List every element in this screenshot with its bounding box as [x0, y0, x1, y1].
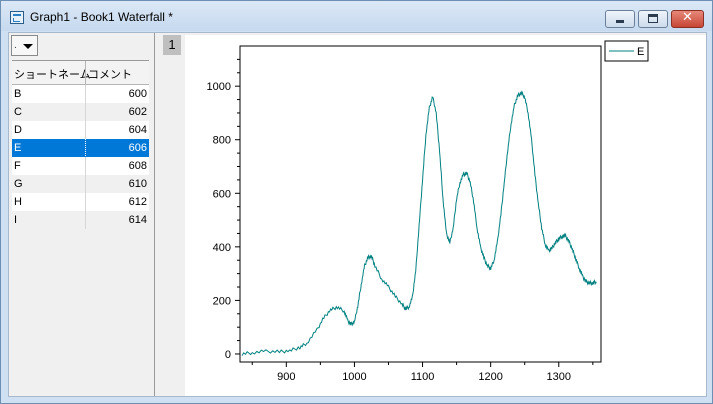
- comment-cell[interactable]: 614: [128, 214, 147, 226]
- chevron-down-icon: [23, 44, 33, 49]
- graph-canvas[interactable]: 0 200 400 600 800 1000 900 1000 1100 1200 1300 E: [185, 35, 706, 396]
- y-tick-label: 200: [213, 295, 231, 307]
- table-row[interactable]: H 612: [12, 193, 149, 211]
- y-tick-label: 1000: [207, 81, 231, 93]
- graph-page: 0 200 400 600 800 1000 900 1000 1100 1200 1300 E: [165, 33, 706, 396]
- comment-cell[interactable]: 612: [128, 196, 147, 208]
- y-tick-label: 800: [213, 135, 231, 147]
- cell-divider: [85, 157, 86, 175]
- table-header: ショートネーム コメント: [12, 61, 149, 85]
- short-name-cell[interactable]: H: [14, 196, 22, 208]
- series-line-e[interactable]: [241, 90, 597, 356]
- close-icon: ✕: [682, 10, 693, 25]
- column-divider[interactable]: [85, 61, 86, 84]
- short-name-cell[interactable]: E: [14, 142, 22, 154]
- panel-dropdown[interactable]: .: [11, 35, 38, 56]
- table-row[interactable]: B 600: [12, 85, 149, 103]
- window-client-area: . ショートネーム コメント B 600 C 602 D 604 E 606 F 608 G 610 H…: [8, 32, 707, 397]
- comment-cell[interactable]: 600: [128, 88, 147, 100]
- minimize-button[interactable]: [605, 10, 635, 28]
- table-body: B 600 C 602 D 604 E 606 F 608 G 610 H 612 I 614: [12, 85, 149, 229]
- cell-divider: [85, 103, 86, 121]
- cell-divider: [85, 193, 86, 211]
- dropdown-value: .: [14, 40, 17, 51]
- plot-list-table: ショートネーム コメント B 600 C 602 D 604 E 606 F 608 G 610 H 61…: [12, 60, 149, 229]
- plot-list-panel: . ショートネーム コメント B 600 C 602 D 604 E 606 F 608 G 610 H…: [9, 33, 155, 396]
- close-button[interactable]: ✕: [671, 10, 704, 28]
- table-row[interactable]: C 602: [12, 103, 149, 121]
- x-tick-label: 1300: [547, 371, 571, 383]
- short-name-cell[interactable]: G: [14, 178, 23, 190]
- table-row[interactable]: E 606: [12, 139, 149, 157]
- maximize-icon: [648, 14, 658, 23]
- table-row[interactable]: D 604: [12, 121, 149, 139]
- cell-divider: [85, 139, 86, 157]
- x-tick-label: 900: [277, 371, 295, 383]
- table-row[interactable]: F 608: [12, 157, 149, 175]
- column-header-short-name[interactable]: ショートネーム: [14, 69, 91, 81]
- cell-divider: [85, 85, 86, 103]
- comment-cell[interactable]: 610: [128, 178, 147, 190]
- graph-window-icon[interactable]: [10, 11, 24, 24]
- column-header-comment[interactable]: コメント: [88, 69, 132, 81]
- short-name-cell[interactable]: F: [14, 160, 21, 172]
- short-name-cell[interactable]: C: [14, 106, 22, 118]
- maximize-button[interactable]: [638, 10, 668, 28]
- page-tab[interactable]: 1: [163, 35, 181, 55]
- comment-cell[interactable]: 602: [128, 106, 147, 118]
- comment-cell[interactable]: 608: [128, 160, 147, 172]
- minimize-icon: [616, 20, 624, 23]
- comment-cell[interactable]: 606: [128, 142, 147, 154]
- legend-label: E: [637, 46, 644, 58]
- x-tick-label: 1000: [342, 371, 366, 383]
- short-name-cell[interactable]: I: [14, 214, 18, 226]
- y-tick-label: 0: [225, 349, 231, 361]
- table-row[interactable]: G 610: [12, 175, 149, 193]
- short-name-cell[interactable]: B: [14, 88, 22, 100]
- window-title: Graph1 - Book1 Waterfall *: [30, 10, 173, 24]
- comment-cell[interactable]: 604: [128, 124, 147, 136]
- y-tick-label: 400: [213, 242, 231, 254]
- cell-divider: [85, 211, 86, 229]
- table-row[interactable]: I 614: [12, 211, 149, 229]
- short-name-cell[interactable]: D: [14, 124, 22, 136]
- cell-divider: [85, 175, 86, 193]
- title-bar[interactable]: Graph1 - Book1 Waterfall * ✕: [1, 1, 712, 31]
- waterfall-chart[interactable]: 0 200 400 600 800 1000 900 1000 1100 1200 1300 E: [185, 35, 706, 396]
- x-tick-label: 1100: [411, 371, 435, 383]
- cell-divider: [85, 121, 86, 139]
- y-tick-label: 600: [213, 188, 231, 200]
- x-tick-label: 1200: [478, 371, 502, 383]
